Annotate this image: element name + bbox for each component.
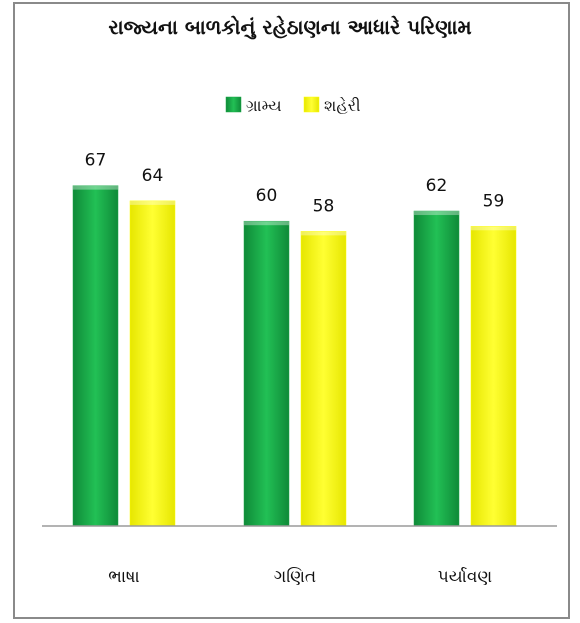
legend: ગ્રામ્ય શહેરી (225, 96, 361, 115)
bar-bevel-urban-2 (301, 231, 346, 236)
data-label-rural-1: 67 (85, 151, 107, 171)
bar-bevel-urban-1 (130, 200, 175, 205)
legend-label-rural: ગ્રામ્ય (246, 96, 282, 115)
x-tick-1: ભાષા (108, 567, 139, 587)
x-tick-3: પર્યાવણ (438, 567, 493, 587)
bar-urban-3 (470, 226, 517, 527)
legend-label-urban: શહેરી (324, 96, 361, 115)
legend-swatch-rural (225, 96, 242, 113)
x-tick-2: ગણિત (274, 567, 316, 587)
data-label-urban-3: 59 (483, 191, 505, 211)
data-label-urban-1: 64 (142, 166, 164, 186)
bar-bevel-urban-3 (471, 226, 516, 231)
bar-urban-1 (129, 200, 176, 527)
bar-rural-2 (243, 220, 290, 527)
data-label-rural-2: 60 (256, 186, 278, 206)
bar-rural-1 (72, 185, 119, 527)
bar-rural-3 (413, 210, 460, 527)
legend-swatch-urban (303, 96, 320, 113)
data-label-rural-3: 62 (426, 176, 448, 196)
bar-bevel-rural-2 (244, 221, 289, 226)
bars: 67 64 60 58 62 59 (72, 151, 517, 527)
bar-bevel-rural-3 (414, 211, 459, 216)
chart-title: રાજ્યના બાળકોનું રહેઠાણના આધારે પરિણામ (108, 15, 471, 40)
x-tick-labels: ભાષા ગણિત પર્યાવણ (108, 567, 492, 587)
bar-bevel-rural-1 (73, 185, 118, 190)
data-label-urban-2: 58 (313, 196, 335, 216)
bar-urban-2 (300, 231, 347, 527)
